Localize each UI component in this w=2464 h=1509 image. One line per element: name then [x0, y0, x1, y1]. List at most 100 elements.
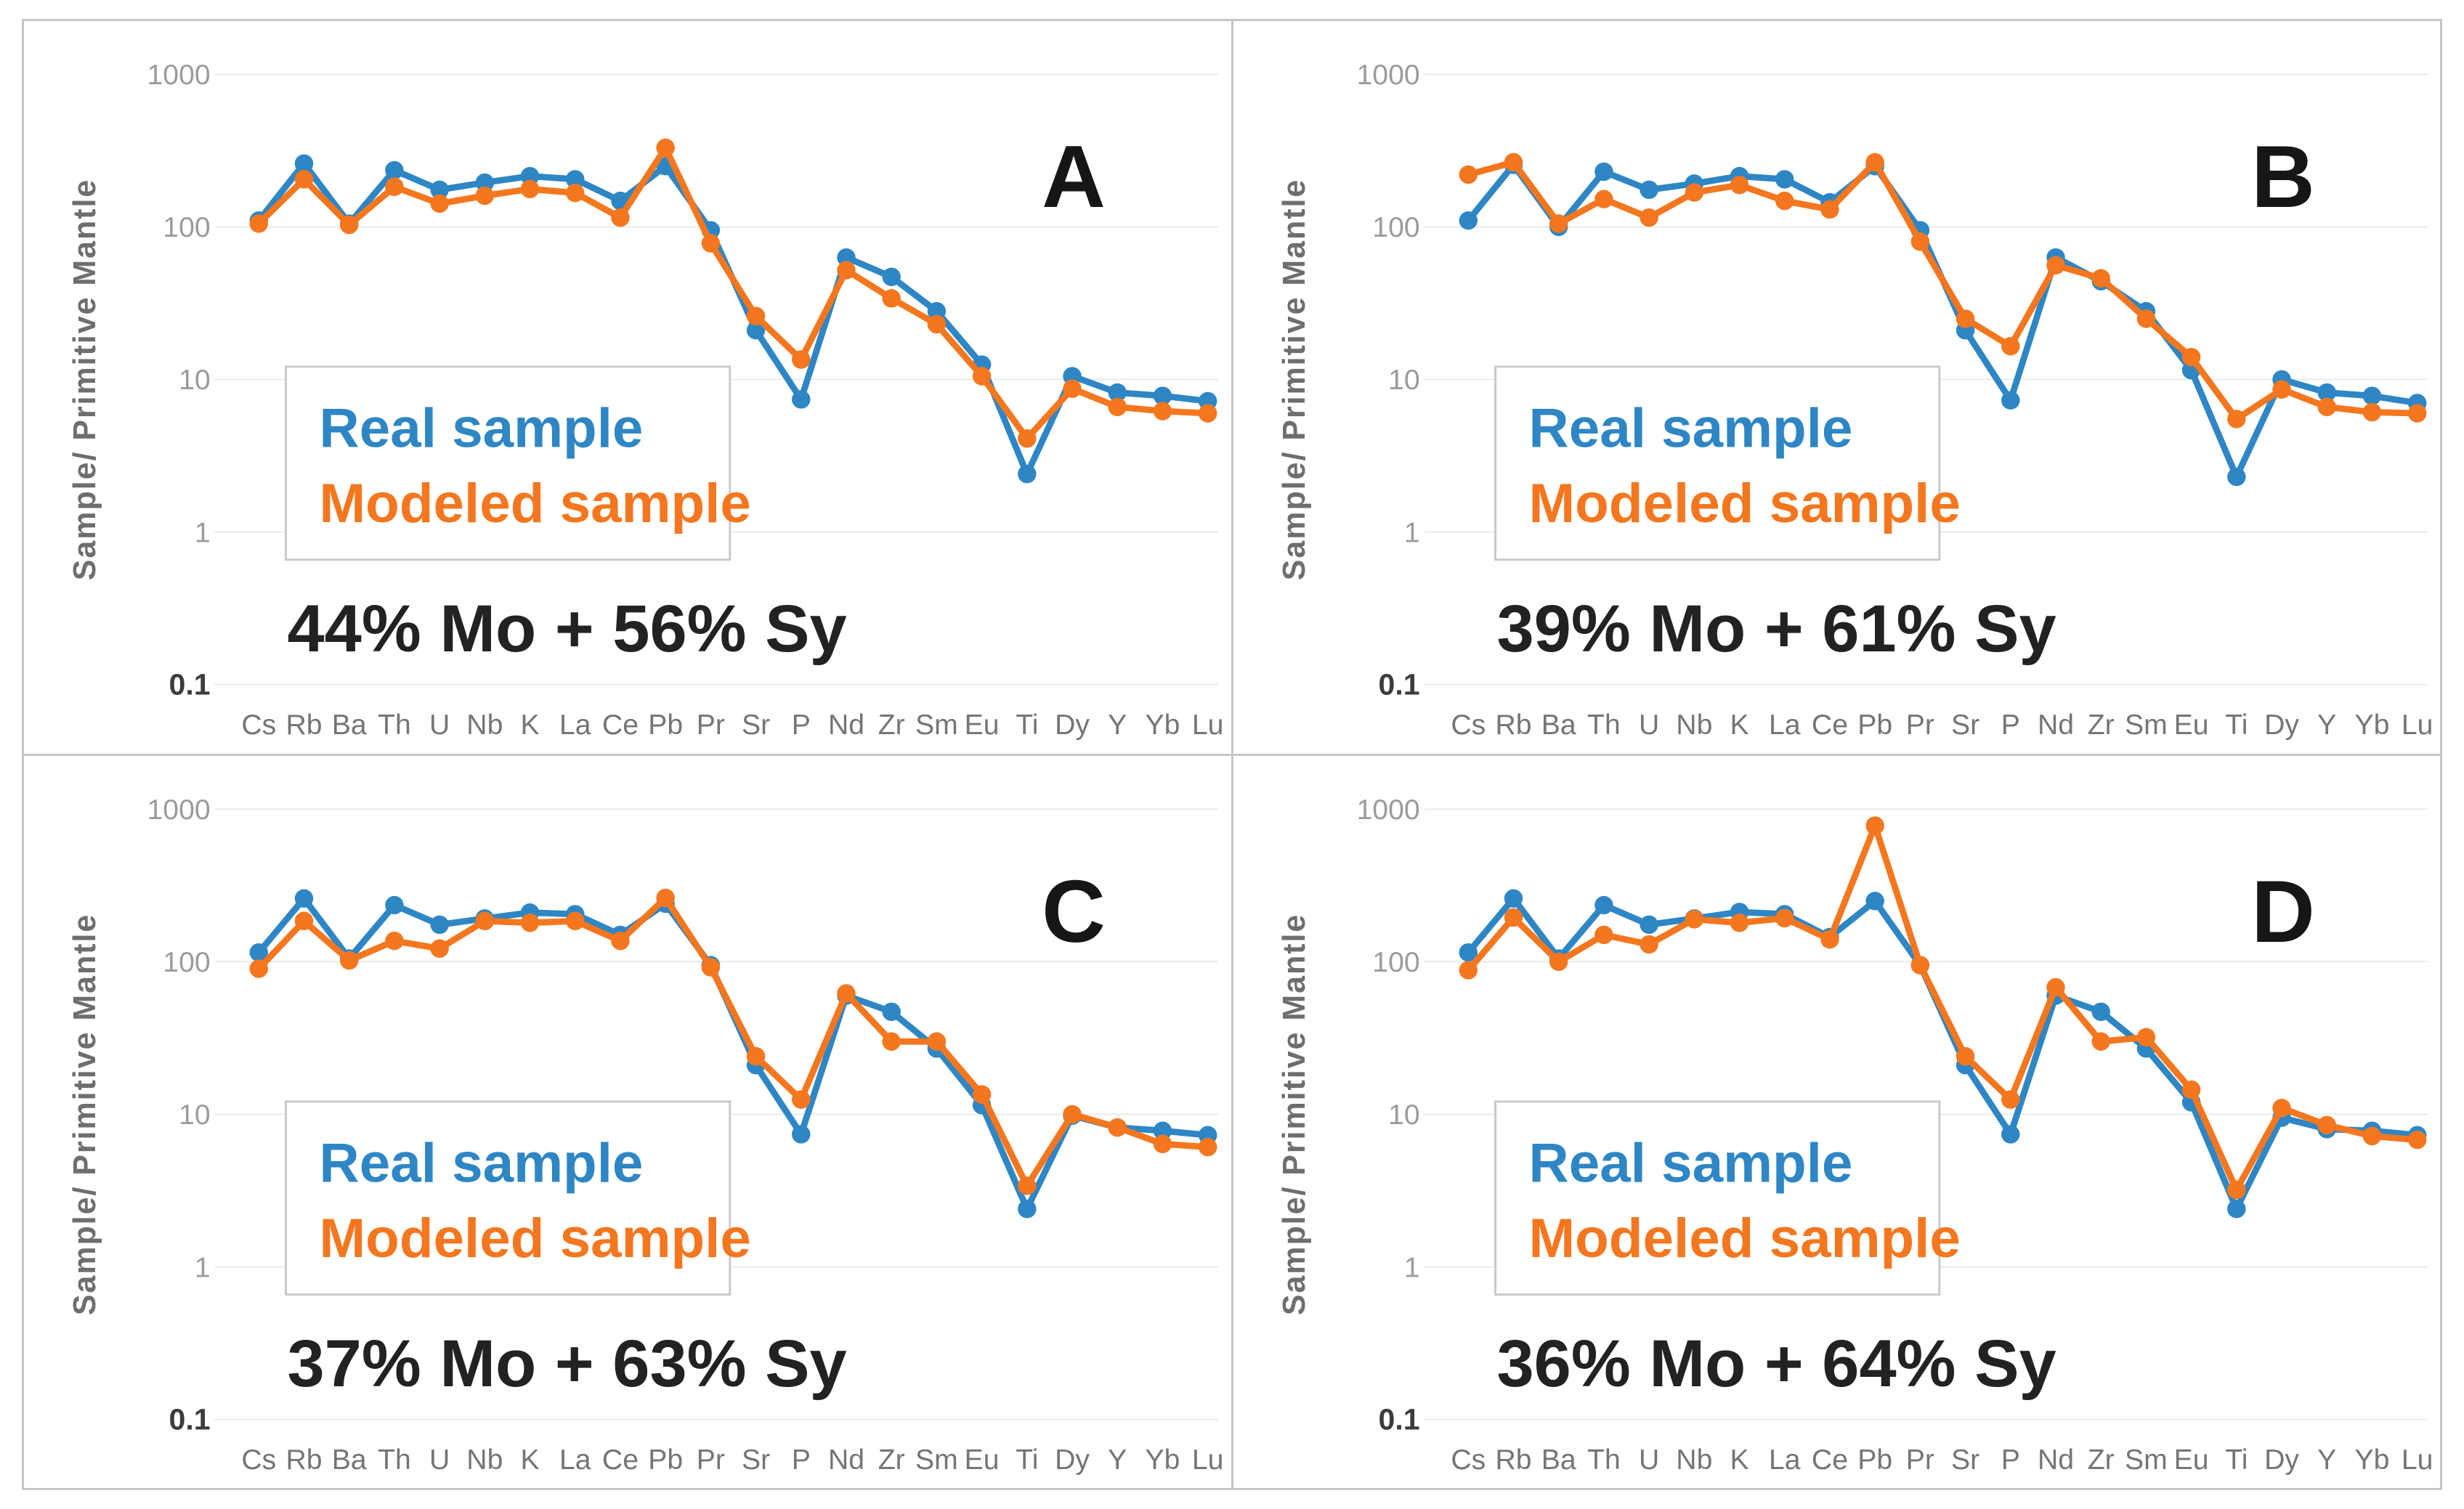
y-axis-title: Sample/ Primitive Mantle	[1276, 913, 1311, 1314]
x-tick-label: Sr	[1950, 1444, 1979, 1476]
y-tick-labels: 1000 100 10 1 0.1	[147, 794, 211, 1436]
data-point-marker	[430, 180, 449, 200]
data-point-marker	[1730, 176, 1748, 195]
data-point-marker	[294, 170, 314, 189]
data-point-marker	[746, 306, 766, 326]
x-tick-label: Dy	[1055, 709, 1090, 741]
data-point-marker	[927, 314, 947, 334]
x-tick-label: K	[520, 1444, 539, 1476]
panel-letter: D	[2251, 862, 2315, 961]
series-line-modeled	[1464, 159, 2420, 423]
data-point-marker	[2091, 1032, 2110, 1051]
data-point-marker	[656, 138, 675, 158]
y-tick-label: 10	[1388, 1099, 1420, 1131]
x-tick-label: Ba	[332, 709, 367, 741]
series-lines	[1459, 815, 2426, 1218]
data-point-marker	[927, 301, 947, 321]
x-tick-label: La	[1768, 709, 1800, 741]
x-tick-label: Pr	[1905, 1444, 1934, 1476]
data-point-marker	[1639, 915, 1658, 934]
x-tick-label: Th	[378, 1444, 411, 1476]
x-tick-labels: Cs Rb Ba Th U Nb K La Ce Pb Pr Sr P Nd Zr Sm Eu Ti Dy Y Yb Lu	[241, 1444, 1223, 1476]
data-point-marker	[2046, 256, 2065, 275]
x-tick-label: P	[2001, 1444, 2019, 1476]
x-tick-label: Eu	[2173, 1444, 2208, 1476]
x-tick-label: P	[792, 1444, 811, 1476]
y-tick-label: 1	[1403, 1252, 1419, 1283]
x-tick-label: Ce	[1811, 1444, 1847, 1476]
data-point-marker	[1775, 170, 1794, 189]
y-tick-label: 100	[163, 947, 210, 978]
x-tick-label: Sm	[915, 709, 958, 741]
data-point-marker	[1639, 935, 1658, 953]
x-tick-label: Lu	[1192, 709, 1224, 741]
x-tick-label: La	[559, 1444, 591, 1476]
data-point-marker	[1865, 815, 1884, 835]
x-tick-label: K	[1730, 709, 1748, 741]
data-point-marker	[1549, 952, 1568, 971]
data-point-marker	[1198, 1137, 1217, 1156]
data-point-marker	[2226, 1199, 2246, 1218]
panel-c: 1000 100 10 1 0.1 Cs Rb Ba Th U Nb K La Ce Pb Pr Sr P Nd Z…	[24, 755, 1231, 1488]
panel-letter: C	[1042, 862, 1106, 961]
figure-border: 1000 100 10 1 0.1 Cs Rb Ba Th U Nb K La Ce Pb Pr Sr P Nd Z…	[22, 19, 2442, 1490]
legend-modeled-sample-label: Modeled sample	[1528, 473, 1960, 534]
x-tick-label: K	[520, 709, 539, 741]
data-point-marker	[882, 289, 901, 308]
data-point-marker	[2136, 309, 2155, 328]
data-point-marker	[701, 234, 721, 253]
x-tick-label: Eu	[965, 709, 1000, 741]
data-point-marker	[1685, 909, 1703, 929]
x-tick-label: Nd	[828, 709, 864, 741]
data-point-marker	[1018, 1176, 1037, 1195]
data-point-marker	[1685, 183, 1703, 202]
data-point-marker	[2362, 1126, 2381, 1145]
x-tick-label: Dy	[1055, 1444, 1090, 1476]
y-tick-label: 10	[1388, 365, 1420, 396]
data-point-marker	[430, 939, 449, 958]
data-point-marker	[249, 214, 269, 233]
x-tick-label: Nd	[828, 1444, 864, 1476]
x-tick-label: Pr	[697, 709, 725, 741]
mix-ratio-label: 37% Mo + 63% Sy	[287, 1326, 846, 1400]
data-point-marker	[385, 177, 404, 196]
x-tick-label: Ti	[1016, 1444, 1038, 1476]
data-point-marker	[611, 208, 630, 227]
x-tick-label: Sm	[915, 1444, 958, 1476]
chart-c: 1000 100 10 1 0.1 Cs Rb Ba Th U Nb K La Ce Pb Pr Sr P Nd Z…	[68, 794, 1224, 1476]
data-point-marker	[837, 983, 856, 1003]
data-point-marker	[927, 1032, 947, 1051]
y-tick-labels: 1000 100 10 1 0.1	[1356, 60, 1419, 701]
data-point-marker	[520, 179, 540, 199]
mix-ratio-label: 44% Mo + 56% Sy	[287, 592, 846, 666]
data-point-marker	[1459, 165, 1478, 184]
data-point-marker	[1018, 1199, 1037, 1218]
x-tick-label: Zr	[2087, 1444, 2114, 1476]
panel-a: 1000 100 10 1 0.1 Cs Rb Ba Th U Nb K La Ce Pb Pr Sr P Nd Z…	[24, 21, 1231, 754]
y-tick-label: 0.1	[1378, 667, 1419, 701]
legend-real-sample-label: Real sample	[320, 1132, 644, 1194]
x-tick-label: La	[559, 709, 591, 741]
x-tick-label: Nd	[2037, 1444, 2073, 1476]
data-point-marker	[792, 350, 811, 369]
x-tick-label: Cs	[241, 709, 276, 741]
mix-ratio-label: 36% Mo + 64% Sy	[1496, 1326, 2056, 1400]
data-point-marker	[566, 183, 585, 203]
x-tick-labels: Cs Rb Ba Th U Nb K La Ce Pb Pr Sr P Nd Zr Sm Eu Ti Dy Y Yb Lu	[1451, 1444, 2433, 1476]
mix-ratio-label: 39% Mo + 61% Sy	[1496, 592, 2056, 666]
data-point-marker	[2001, 391, 2020, 410]
x-tick-label: Ba	[332, 1444, 367, 1476]
panel-letter: B	[2251, 127, 2315, 226]
data-point-marker	[792, 1089, 811, 1109]
x-tick-label: Pr	[1905, 709, 1934, 741]
x-tick-label: La	[1768, 1444, 1800, 1476]
data-point-marker	[2001, 1089, 2020, 1109]
y-tick-label: 100	[1372, 212, 1419, 243]
data-point-marker	[2091, 1002, 2110, 1021]
data-point-marker	[1063, 1105, 1082, 1123]
series-line-modeled	[255, 894, 1212, 1189]
data-point-marker	[1108, 397, 1127, 417]
x-tick-label: U	[429, 709, 450, 741]
data-point-marker	[2001, 1124, 2020, 1144]
data-point-marker	[249, 959, 269, 978]
